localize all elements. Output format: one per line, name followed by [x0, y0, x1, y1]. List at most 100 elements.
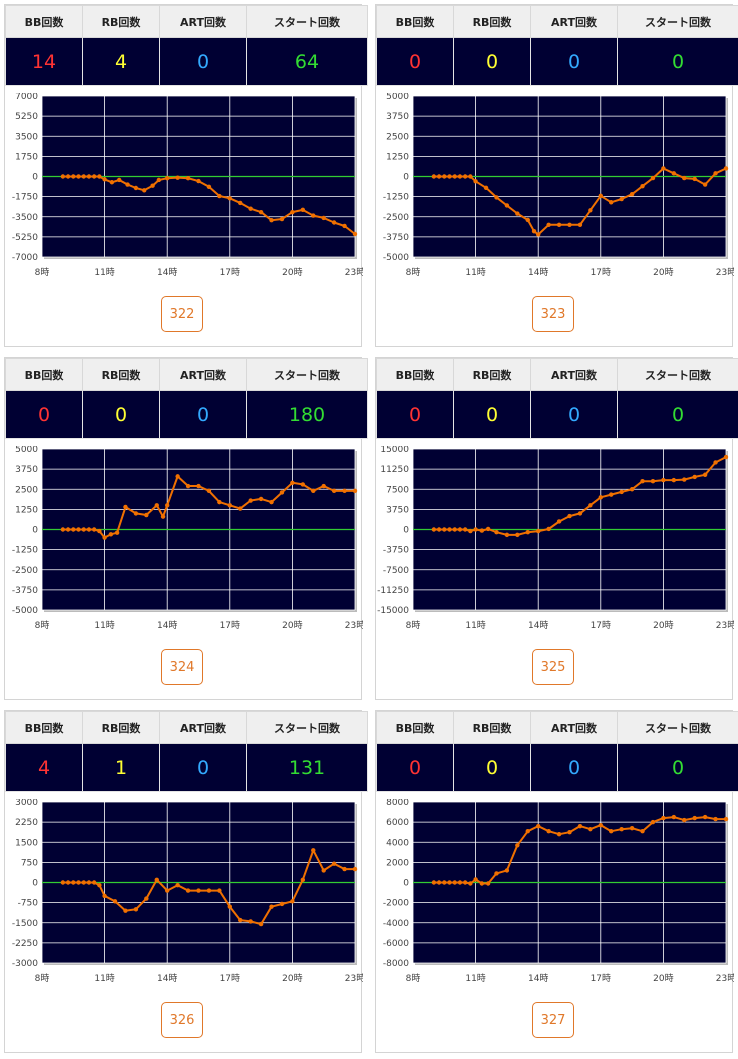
data-point: [494, 529, 499, 535]
y-tick-label: 3750: [386, 505, 409, 515]
data-point: [248, 919, 253, 924]
data-point: [609, 492, 614, 497]
data-point: [546, 222, 551, 227]
data-point: [227, 503, 232, 508]
data-point: [536, 528, 541, 534]
x-tick-label: 17時: [220, 620, 240, 631]
data-point: [525, 217, 530, 223]
chart-svg: 5000 3750 2500 1250 0 -1250 -2500 -3750 -5000 8時 1…: [12, 446, 363, 631]
data-point: [692, 815, 697, 821]
art-count: 0: [159, 37, 247, 86]
data-point: [650, 819, 656, 825]
data-point: [661, 166, 666, 171]
rb-count: 0: [453, 37, 531, 86]
machine-card-322: BB回数 RB回数 ART回数 スタート回数 14 4 0 64 7000 525…: [4, 4, 368, 347]
data-point: [577, 222, 583, 227]
y-tick-label: -4000: [383, 919, 409, 929]
x-tick-label: 14時: [157, 620, 177, 631]
data-point: [248, 206, 253, 211]
data-point: [60, 527, 66, 532]
data-point: [165, 888, 170, 893]
data-point: [65, 527, 71, 532]
data-point: [206, 488, 212, 494]
x-tick-label: 23時: [345, 267, 363, 278]
stats-table: BB回数 RB回数 ART回数 スタート回数 4 1 0 131: [5, 711, 368, 792]
x-tick-label: 17時: [591, 973, 611, 984]
chart-svg: 15000 11250 7500 3750 0 -3750 -7500 -11250 -1500…: [377, 446, 734, 631]
data-point: [436, 174, 442, 179]
machine-number-button[interactable]: 323: [532, 296, 574, 332]
x-tick-label: 23時: [345, 973, 363, 984]
rb-header: RB回数: [82, 711, 160, 744]
data-point: [671, 477, 677, 483]
data-point: [661, 815, 666, 821]
data-point: [629, 487, 635, 492]
x-tick-label: 20時: [653, 973, 673, 984]
machine-number-button[interactable]: 325: [532, 649, 574, 685]
series-line: [433, 816, 726, 885]
data-point: [65, 880, 71, 885]
x-tick-label: 11時: [465, 620, 485, 631]
data-point: [321, 215, 326, 221]
data-point: [671, 171, 677, 176]
machine-card-326: BB回数 RB回数 ART回数 スタート回数 4 1 0 131 3000 225…: [4, 710, 368, 1053]
data-point: [692, 176, 697, 182]
data-point: [342, 488, 347, 494]
start-count: 0: [617, 743, 738, 792]
machine-number-button[interactable]: 322: [161, 296, 203, 332]
y-tick-label: 11250: [380, 465, 409, 475]
rb-count: 0: [453, 743, 531, 792]
y-tick-label: -1500: [12, 919, 38, 929]
data-point: [629, 192, 635, 197]
data-point: [238, 917, 243, 923]
data-point: [206, 888, 212, 893]
rb-count: 0: [82, 390, 160, 439]
data-point: [431, 174, 437, 179]
data-point: [269, 499, 274, 505]
machine-number-button[interactable]: 324: [161, 649, 203, 685]
data-point: [452, 174, 457, 179]
data-point: [109, 180, 115, 185]
data-point: [248, 498, 253, 503]
machine-number-button[interactable]: 327: [532, 1002, 574, 1038]
x-tick-label: 11時: [94, 973, 114, 984]
data-point: [217, 888, 222, 893]
art-header: ART回数: [530, 711, 618, 744]
data-point: [713, 171, 718, 176]
x-tick-label: 17時: [220, 973, 240, 984]
data-point: [462, 174, 468, 179]
rb-count: 4: [82, 37, 160, 86]
data-point: [165, 503, 170, 508]
y-tick-label: 1500: [15, 838, 38, 848]
data-point: [609, 200, 614, 205]
bb-count: 0: [376, 37, 454, 86]
data-point: [436, 880, 442, 885]
data-point: [175, 882, 180, 888]
data-point: [290, 899, 295, 904]
data-point: [479, 528, 485, 533]
data-point: [86, 880, 92, 885]
art-count: 0: [530, 743, 618, 792]
machine-number-button[interactable]: 326: [161, 1002, 203, 1038]
art-count: 0: [530, 37, 618, 86]
data-point: [352, 866, 358, 872]
start-header: スタート回数: [617, 5, 738, 38]
bb-header: BB回数: [376, 711, 454, 744]
data-point: [452, 880, 457, 885]
y-tick-label: -3750: [12, 586, 38, 596]
y-tick-label: 2000: [386, 858, 409, 868]
data-point: [352, 488, 358, 494]
y-tick-label: -2250: [12, 939, 38, 949]
data-point: [546, 828, 551, 834]
data-point: [640, 828, 645, 834]
data-point: [206, 184, 212, 190]
slump-chart: 5000 3750 2500 1250 0 -1250 -2500 -3750 -5000 8時 1…: [5, 446, 363, 641]
data-point: [279, 901, 285, 907]
data-point: [342, 866, 347, 872]
slump-chart: 5000 3750 2500 1250 0 -1250 -2500 -3750 -5000 8時 1…: [376, 93, 734, 288]
data-point: [97, 528, 102, 534]
data-point: [556, 832, 562, 837]
data-point: [258, 921, 264, 927]
data-point: [91, 174, 97, 179]
x-tick-label: 23時: [716, 620, 734, 631]
